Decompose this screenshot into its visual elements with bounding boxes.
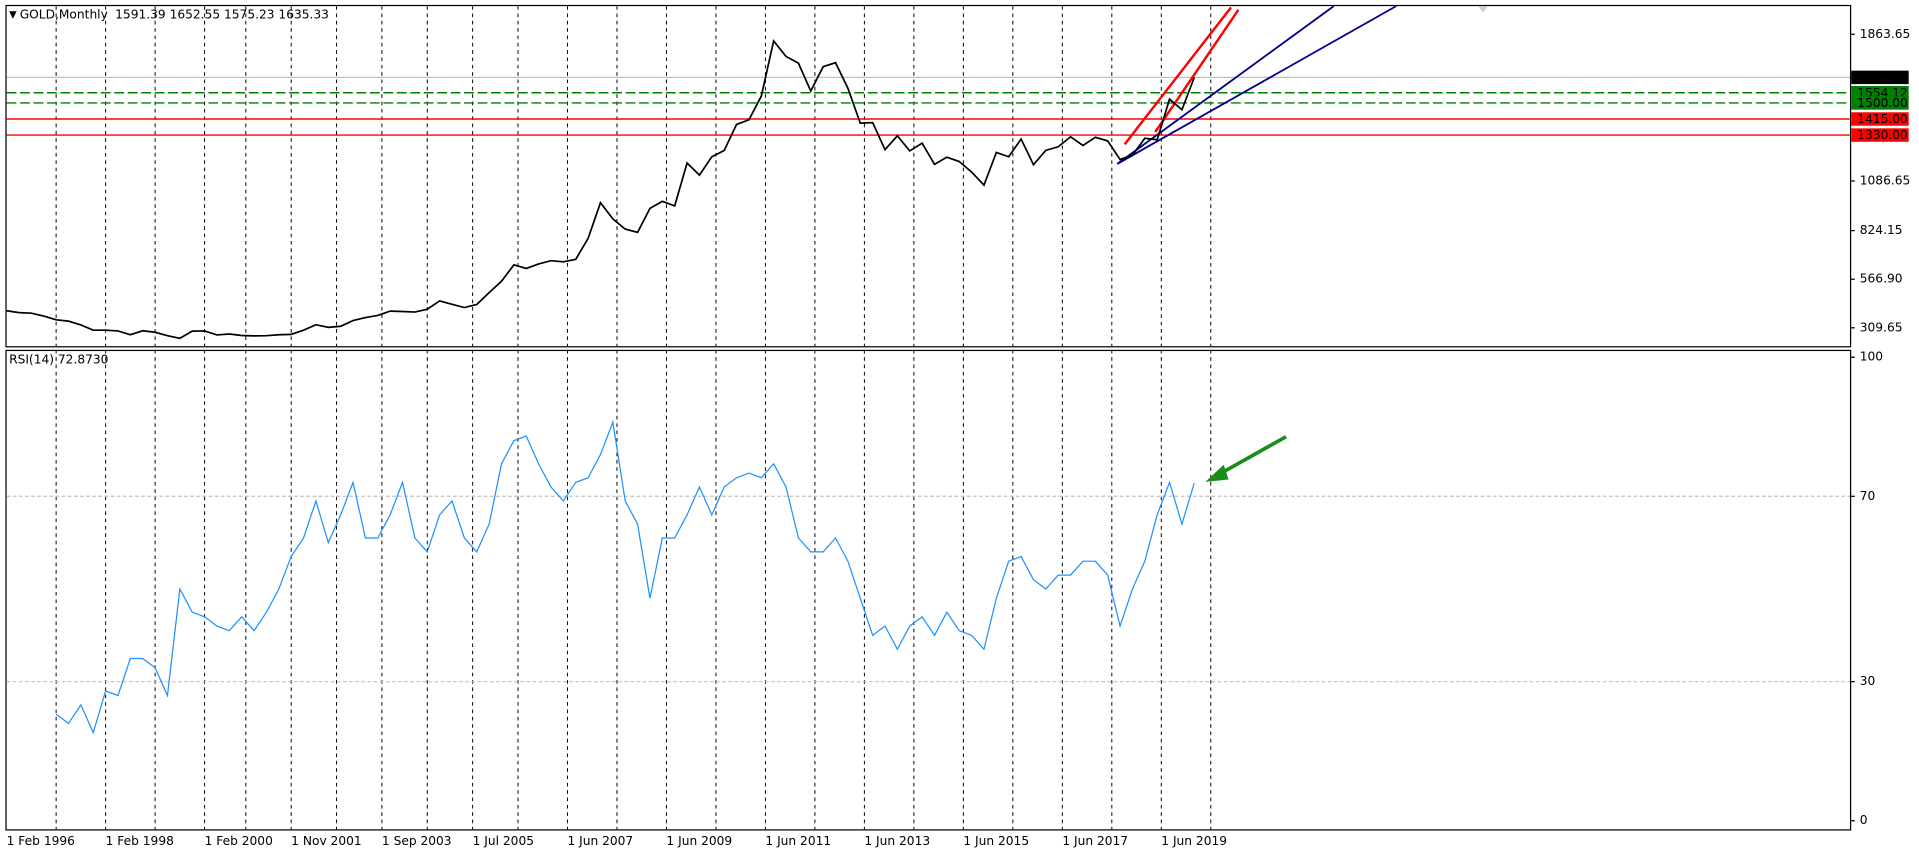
x-tick-label: 1 Jun 2015: [963, 834, 1029, 848]
x-tick-label: 1 Jun 2007: [567, 834, 633, 848]
level-label: 1500.00: [1857, 96, 1908, 110]
level-label-box: [1851, 96, 1909, 110]
y-tick-label: 309.65: [1860, 320, 1903, 334]
x-tick-label: 1 Jul 2005: [473, 834, 534, 848]
price-panel: [5, 4, 1852, 348]
rsi-line: [55, 419, 1195, 735]
x-tick-label: 1 Feb 1996: [7, 834, 75, 848]
x-tick-label: 1 Jun 2017: [1062, 834, 1128, 848]
level-label-box: [1851, 112, 1909, 126]
green-arrow: [1205, 435, 1287, 482]
price-line: [6, 39, 1196, 340]
rsi-header: RSI(14) 72.8730: [9, 352, 108, 366]
trendlines: [1116, 5, 1397, 165]
y-tick-label: 1086.65: [1860, 174, 1911, 188]
red-trendline: [1123, 6, 1233, 146]
rsi-panel: [5, 349, 1852, 831]
y-tick-label: 1863.65: [1860, 27, 1911, 41]
arrow-head: [1205, 464, 1229, 482]
level-label: 1330.00: [1857, 128, 1908, 142]
x-tick-label: 1 Jun 2013: [864, 834, 930, 848]
y2-tick-label: 70: [1860, 489, 1876, 503]
y-tick-label: 824.15: [1860, 223, 1903, 237]
x-tick-label: 1 Jun 2011: [765, 834, 831, 848]
x-tick-label: 1 Sep 2003: [382, 834, 452, 848]
red-trendline: [1154, 9, 1240, 133]
level-label-box: [1851, 85, 1909, 100]
low: 1575.23: [224, 7, 275, 21]
close: 1635.33: [278, 7, 329, 21]
x-tick-label: 1 Feb 2000: [205, 834, 273, 848]
x-tick-label: 1 Jun 2019: [1161, 834, 1227, 848]
blue-trendline: [1116, 5, 1335, 165]
y2-tick-label: 30: [1860, 674, 1876, 688]
y-tick-label: 566.90: [1860, 272, 1903, 286]
level-label-box: [1851, 70, 1909, 85]
shift-marker: [1478, 6, 1488, 13]
high: 1652.55: [170, 7, 221, 21]
x-tick-label: 1 Feb 1998: [106, 834, 174, 848]
rsi-value: 72.8730: [58, 352, 109, 366]
x-tick-label: 1 Jun 2009: [666, 834, 732, 848]
open: 1591.39: [115, 7, 166, 21]
price-header: ▼ GOLD,Monthly 1591.39 1652.55 1575.23 16…: [9, 7, 329, 21]
y2-tick-label: 0: [1860, 813, 1868, 827]
x-tick-label: 1 Nov 2001: [291, 834, 361, 848]
level-label-box: [1851, 128, 1909, 142]
rsi-name: RSI(14): [9, 352, 54, 366]
level-label: 1635.33: [1857, 70, 1908, 84]
y2-tick-label: 100: [1860, 350, 1883, 364]
blue-trendline: [1116, 5, 1397, 165]
collapse-icon: ▼: [9, 10, 20, 21]
symbol: GOLD,Monthly: [20, 7, 108, 21]
level-label: 1415.00: [1857, 112, 1908, 126]
arrow-shaft: [1215, 435, 1287, 478]
